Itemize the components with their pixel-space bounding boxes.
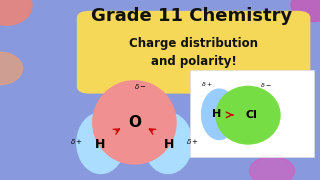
Text: $\delta+$: $\delta+$ (186, 137, 198, 146)
Text: Grade 11 Chemistry: Grade 11 Chemistry (92, 7, 292, 25)
Ellipse shape (144, 113, 192, 174)
Text: Charge distribution
and polarity!: Charge distribution and polarity! (129, 37, 258, 68)
Ellipse shape (202, 89, 237, 140)
Ellipse shape (0, 0, 32, 25)
Ellipse shape (250, 157, 294, 180)
Ellipse shape (77, 113, 125, 174)
Text: Cl: Cl (245, 110, 257, 120)
Text: $\delta-$: $\delta-$ (134, 82, 147, 91)
Ellipse shape (0, 52, 22, 85)
FancyBboxPatch shape (77, 11, 310, 94)
Text: $\delta+$: $\delta+$ (70, 137, 83, 146)
Text: $\delta-$: $\delta-$ (260, 81, 271, 89)
FancyBboxPatch shape (190, 70, 314, 157)
Text: H: H (164, 138, 174, 151)
Ellipse shape (93, 81, 176, 164)
Text: H: H (95, 138, 105, 151)
Text: O: O (128, 115, 141, 130)
Text: $\delta+$: $\delta+$ (201, 80, 213, 88)
Text: H: H (212, 109, 221, 119)
Ellipse shape (291, 0, 320, 22)
Ellipse shape (216, 86, 280, 144)
